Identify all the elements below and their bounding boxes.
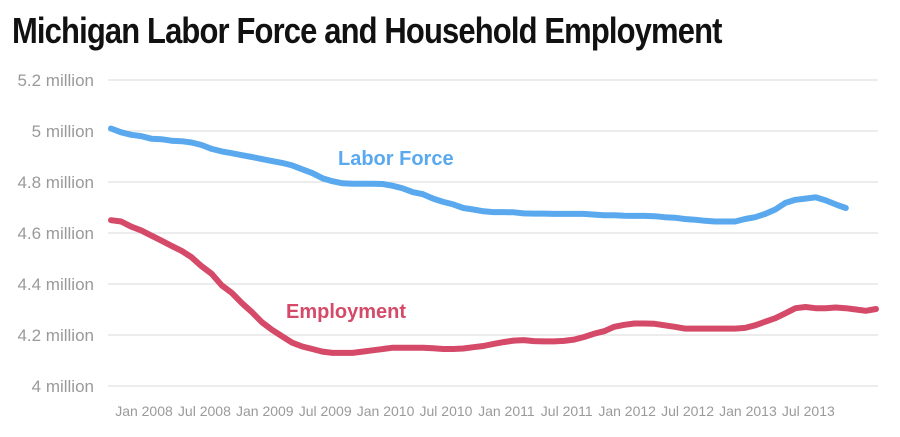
x-tick-label: Jan 2012 [598,403,656,419]
x-tick-label: Jan 2008 [115,403,173,419]
y-tick-label: 4.4 million [17,275,94,294]
series-line-labor-force [108,125,849,225]
x-tick-label: Jan 2013 [719,403,777,419]
x-tick-label: Jul 2013 [782,403,835,419]
chart-title: Michigan Labor Force and Household Emplo… [12,10,722,51]
x-tick-label: Jul 2011 [541,403,593,419]
y-tick-label: 5 million [32,122,94,141]
y-tick-label: 5.2 million [17,71,94,90]
gridlines [108,79,878,387]
series-line-employment [108,217,879,356]
y-tick-label: 4.6 million [17,224,94,243]
x-tick-label: Jan 2009 [236,403,294,419]
y-axis-ticks: 5.2 million 5 million 4.8 million 4.6 milli… [17,71,94,396]
series-label-labor-force: Labor Force [338,148,454,170]
x-tick-label: Jan 2011 [478,403,535,419]
x-tick-label: Jul 2010 [420,403,473,419]
x-tick-label: Jul 2008 [178,403,231,419]
x-tick-label: Jul 2012 [661,403,714,419]
x-tick-label: Jan 2010 [357,403,415,419]
x-axis-ticks: Jan 2008 Jul 2008 Jan 2009 Jul 2009 Jan 2010… [115,403,835,419]
series-lines [108,125,879,356]
y-tick-label: 4.8 million [17,173,94,192]
series-label-employment: Employment [286,301,406,323]
x-tick-label: Jul 2009 [299,403,352,419]
y-tick-label: 4 million [32,377,94,396]
y-tick-label: 4.2 million [17,326,94,345]
